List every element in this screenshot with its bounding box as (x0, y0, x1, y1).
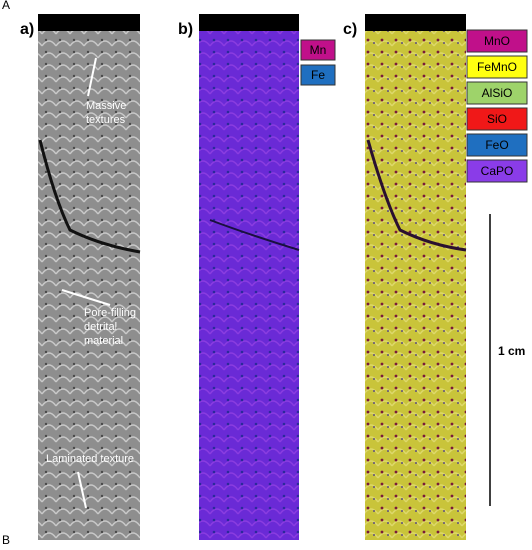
legend-label: SiO (487, 112, 507, 126)
legend-swatch (466, 29, 528, 53)
annotation: Pore-filling (84, 307, 136, 319)
legend-swatch (466, 159, 528, 183)
pointer (87, 57, 97, 97)
pointer (61, 289, 111, 306)
panel-b: b) Mn Fe (178, 14, 336, 540)
panel-label: a) (20, 21, 34, 38)
top-edge (199, 14, 299, 31)
legend-label: MnO (484, 34, 510, 48)
annotation: textures (86, 114, 126, 126)
corner-label: B (2, 533, 10, 547)
legend-label: Mn (310, 43, 327, 57)
legend-swatch (466, 133, 528, 157)
legend-label: CaPO (481, 164, 514, 178)
pointer (77, 471, 87, 509)
legend-label: FeO (485, 138, 508, 152)
panel-a: a) Massive textures Pore-filling detrita… (20, 14, 141, 540)
crack (38, 139, 141, 254)
legend-label: FeMnO (477, 60, 517, 74)
legend-swatch (300, 64, 336, 86)
legend-label: AlSiO (482, 86, 513, 100)
annotation: Massive (86, 100, 126, 112)
top-edge (38, 14, 140, 31)
annotation: material (84, 335, 123, 347)
legend-swatch (466, 81, 528, 105)
crack (366, 139, 467, 252)
panel-label: b) (178, 21, 193, 38)
corner-label: A (2, 0, 10, 12)
legend-swatch (466, 107, 528, 131)
annotation: detrital (84, 321, 117, 333)
legend-swatch (300, 39, 336, 61)
phase-map (365, 14, 466, 540)
legend-label: Fe (311, 68, 325, 82)
panel-c: c) MnO FeMnO AlSiO SiO FeO CaPO (343, 14, 528, 540)
crack (209, 219, 300, 251)
panel-label: c) (343, 21, 357, 38)
scale-label: 1 cm (498, 344, 525, 358)
legend-swatch (466, 55, 528, 79)
micrograph (38, 14, 140, 540)
element-map (199, 14, 299, 540)
top-edge (365, 14, 466, 31)
annotation: Laminated texture (46, 453, 134, 465)
